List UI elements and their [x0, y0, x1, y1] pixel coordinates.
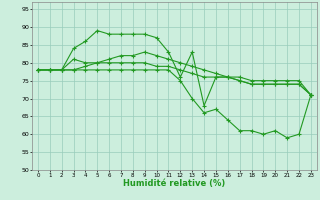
X-axis label: Humidité relative (%): Humidité relative (%): [123, 179, 226, 188]
